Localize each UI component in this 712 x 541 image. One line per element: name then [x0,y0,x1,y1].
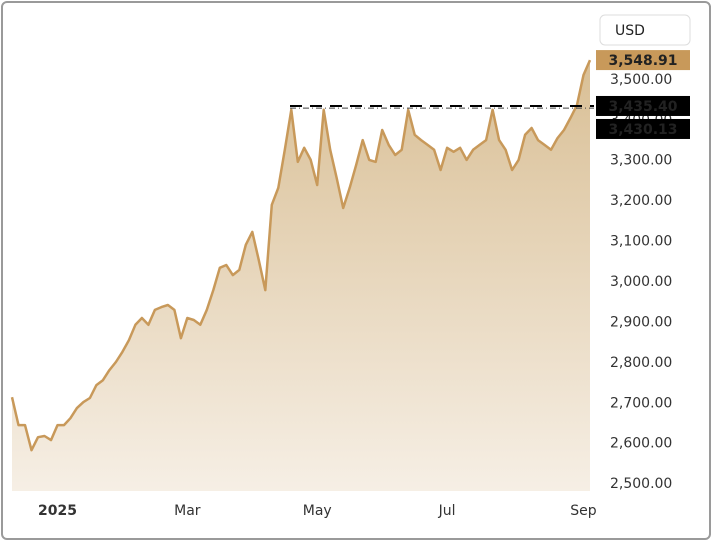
level-label: 3,430.13 [608,122,677,138]
y-tick-label: 2,500.00 [610,476,672,492]
last-price-box [596,50,690,71]
x-tick-label: Mar [174,503,201,519]
y-tick-label: 3,500.00 [610,72,672,88]
area-fill [12,60,590,491]
y-tick-label: 2,900.00 [610,314,672,330]
level-label: 3,435.40 [608,99,677,115]
y-tick-label: 2,600.00 [610,436,672,452]
y-tick-label: 3,100.00 [610,234,672,250]
y-tick-label: 3,000.00 [610,274,672,290]
last-price-label: 3,548.91 [608,53,677,69]
x-tick-label: Sep [570,503,597,519]
y-tick-label: 2,700.00 [610,395,672,411]
x-tick-label: 2025 [38,503,77,519]
level-box [596,118,690,139]
y-tick-label: 2,800.00 [610,355,672,371]
y-tick-label: 3,300.00 [610,153,672,169]
price-line [10,59,592,452]
y-tick-label: 3,200.00 [610,193,672,209]
x-tick-label: Jul [438,503,456,519]
x-tick-label: May [303,503,332,519]
level-box [596,95,690,116]
currency-button[interactable] [599,14,691,46]
currency-label[interactable]: USD [615,23,645,39]
